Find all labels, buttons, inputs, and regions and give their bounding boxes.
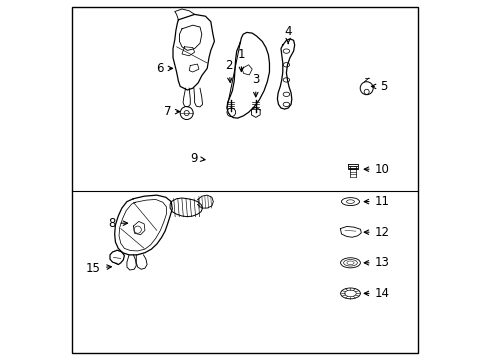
Text: 2: 2 <box>225 59 233 82</box>
Text: 15: 15 <box>86 262 111 275</box>
Text: 13: 13 <box>364 256 390 269</box>
Text: 9: 9 <box>191 152 205 165</box>
Text: 14: 14 <box>364 287 390 300</box>
Text: 12: 12 <box>364 226 390 239</box>
Text: 6: 6 <box>156 62 172 75</box>
Text: 10: 10 <box>364 163 390 176</box>
Text: 8: 8 <box>108 217 127 230</box>
Text: 1: 1 <box>238 48 245 72</box>
Text: 5: 5 <box>371 80 388 93</box>
Text: 11: 11 <box>364 195 390 208</box>
Text: 4: 4 <box>285 25 292 44</box>
Text: 7: 7 <box>164 105 180 118</box>
Text: 3: 3 <box>252 73 260 97</box>
